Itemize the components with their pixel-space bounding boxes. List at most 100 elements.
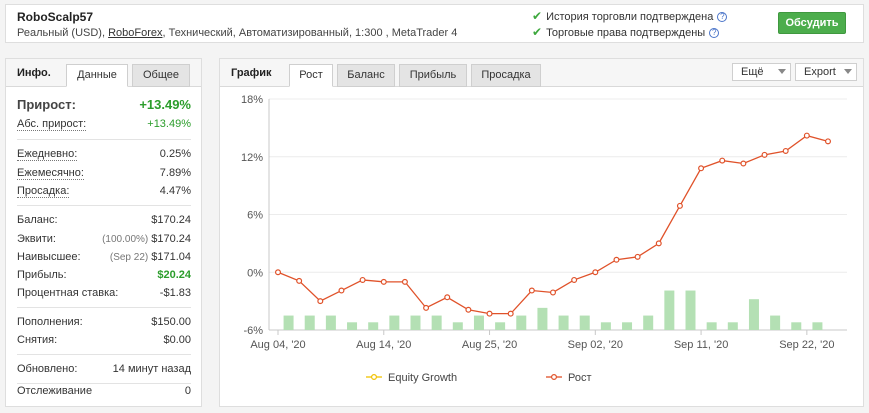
discuss-button[interactable]: Обсудить <box>778 12 846 34</box>
equity-value: $170.24 <box>151 233 191 245</box>
growth-point <box>507 310 514 317</box>
interest-value: -$1.83 <box>159 287 191 299</box>
volume-bar <box>643 315 654 330</box>
account-details: Реальный (USD), RoboForex, Технический, … <box>17 27 457 39</box>
x-tick-label: Aug 14, '20 <box>356 339 411 351</box>
tab-drawdown[interactable]: Просадка <box>471 64 541 87</box>
y-tick-label: 6% <box>247 210 263 222</box>
growth-point <box>719 157 726 164</box>
volume-bar <box>473 315 484 330</box>
growth-point <box>782 147 789 154</box>
drawdown-value: 4.47% <box>159 185 191 197</box>
deposits-row: Пополнения: $150.00 <box>17 316 191 330</box>
tracking-label: Отслеживание <box>17 385 93 397</box>
legend-growth-marker <box>551 374 558 381</box>
account-specs: , Технический, Автоматизированный, 1:300… <box>162 27 458 39</box>
growth-point <box>359 276 366 283</box>
daily-value: 0.25% <box>159 148 191 160</box>
volume-bar <box>368 322 379 330</box>
growth-point <box>465 306 472 313</box>
profit-value: $20.24 <box>157 269 191 281</box>
gain-value: +13.49% <box>139 97 191 112</box>
help-icon[interactable]: ? <box>717 12 728 22</box>
volume-bar <box>748 299 759 330</box>
volume-bar <box>410 315 421 330</box>
info-tab-bar: Инфо. Данные Общее <box>6 59 201 87</box>
account-type: Реальный (USD), <box>17 27 109 39</box>
chevron-down-icon <box>844 69 852 74</box>
growth-point <box>380 278 387 285</box>
profit-label: Прибыль: <box>17 269 67 281</box>
volume-bar <box>685 290 696 330</box>
rights-verified: ✔ Торговые права подтверждены? <box>532 25 720 39</box>
volume-bar <box>706 322 717 330</box>
growth-point <box>824 138 831 145</box>
monthly-value: 7.89% <box>159 167 191 179</box>
volume-bar <box>727 322 738 330</box>
interest-row: Процентная ставка: -$1.83 <box>17 287 191 301</box>
highest-row: Наивысшее: (Sep 22) $171.04 <box>17 251 191 265</box>
growth-point <box>296 277 303 284</box>
volume-bar <box>325 315 336 330</box>
x-tick-label: Aug 04, '20 <box>250 339 305 351</box>
growth-point <box>444 294 451 301</box>
volume-bar <box>347 322 358 330</box>
growth-chart: 18% 12% 6% 0% -6% Aug 04, '20 Aug 14, '20 Aug 2… <box>241 94 847 384</box>
profit-row: Прибыль: $20.24 <box>17 269 191 283</box>
info-title: Инфо. <box>17 67 51 79</box>
volume-bar <box>770 315 781 330</box>
updated-value: 14 минут назад <box>112 363 191 375</box>
growth-point <box>803 132 810 139</box>
tab-balance[interactable]: Баланс <box>337 64 395 87</box>
tab-profit[interactable]: Прибыль <box>399 64 467 87</box>
x-tick-label: Sep 11, '20 <box>674 339 729 351</box>
volume-bar <box>579 315 590 330</box>
check-icon: ✔ <box>532 9 543 23</box>
highest-date: (Sep 22) <box>109 252 149 263</box>
equity-percent: (100.00%) <box>102 234 149 245</box>
history-verified-label: История торговли подтверждена <box>546 11 714 23</box>
volume-bar <box>495 322 506 330</box>
volume-bar <box>304 315 315 330</box>
help-icon[interactable]: ? <box>709 28 720 38</box>
volume-bar <box>283 315 294 330</box>
chart-panel-title: График <box>231 67 272 79</box>
y-tick-label: 18% <box>241 94 263 106</box>
withdrawals-value: $0.00 <box>163 334 191 346</box>
deposits-label: Пополнения: <box>17 316 83 328</box>
equity-value-wrap: (100.00%) $170.24 <box>102 233 191 245</box>
export-label: Export <box>804 66 836 78</box>
abs-gain-row: Абс. прирост: +13.49% <box>17 118 191 132</box>
gain-label: Прирост: <box>17 97 76 112</box>
equity-label: Эквити: <box>17 233 56 245</box>
x-tick-label: Aug 25, '20 <box>462 339 517 351</box>
growth-point <box>401 278 408 285</box>
growth-point <box>676 202 683 209</box>
volume-bar <box>558 315 569 330</box>
abs-gain-label[interactable]: Абс. прирост: <box>17 118 87 131</box>
drawdown-row: Просадка: 4.47% <box>17 185 191 199</box>
tab-general[interactable]: Общее <box>132 64 190 87</box>
tab-growth[interactable]: Рост <box>289 64 333 87</box>
more-dropdown[interactable]: Ещё <box>732 63 791 81</box>
divider <box>17 139 191 140</box>
broker-link[interactable]: RoboForex <box>108 27 163 39</box>
daily-row: Ежедневно: 0.25% <box>17 148 191 162</box>
export-dropdown[interactable]: Export <box>795 63 857 81</box>
volume-bar <box>431 315 442 330</box>
daily-label[interactable]: Ежедневно: <box>17 148 78 161</box>
drawdown-label[interactable]: Просадка: <box>17 185 70 198</box>
y-tick-label: 12% <box>241 152 263 164</box>
divider <box>17 307 191 308</box>
growth-point <box>592 269 599 276</box>
chart-panel: График Рост Баланс Прибыль Просадка Ещё … <box>219 58 864 407</box>
highest-value-wrap: (Sep 22) $171.04 <box>110 251 191 263</box>
interest-label: Процентная ставка: <box>17 287 119 299</box>
tab-data[interactable]: Данные <box>66 64 128 87</box>
growth-point <box>528 287 535 294</box>
abs-gain-value: +13.49% <box>147 118 191 130</box>
growth-point <box>571 276 578 283</box>
growth-point <box>655 240 662 247</box>
growth-point <box>317 298 324 305</box>
monthly-label[interactable]: Ежемесячно: <box>17 167 84 180</box>
